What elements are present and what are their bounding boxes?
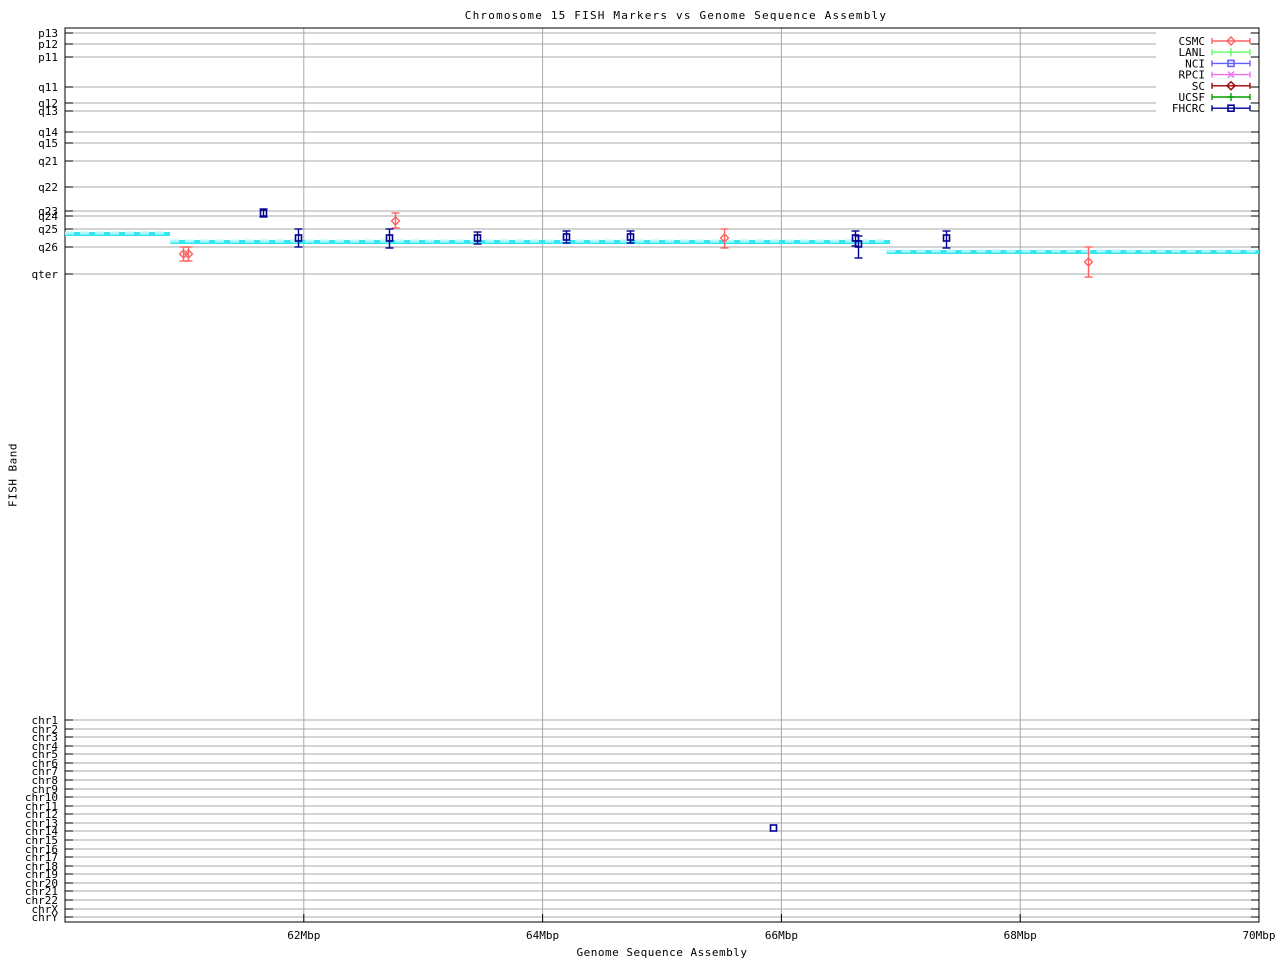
chromosome-label: chr7: [32, 765, 59, 778]
marker-square: [769, 824, 778, 832]
chromosome-label: chr17: [25, 851, 58, 864]
chromosome-label: chr10: [25, 791, 58, 804]
marker-square: [294, 234, 303, 242]
legend-entry-CSMC: [1211, 36, 1251, 46]
legend-label-CSMC: CSMC: [1179, 35, 1206, 48]
marker-diamond: [1226, 36, 1236, 46]
chromosome-label: chr6: [32, 757, 59, 770]
chromosome-label: chr9: [32, 783, 59, 796]
chromosome-label: chr15: [25, 834, 58, 847]
chromosome-label: chr13: [25, 817, 58, 830]
marker-square: [562, 233, 571, 241]
band-label: qter: [32, 268, 59, 281]
marker-square: [1227, 104, 1235, 112]
series-FHCRC: [259, 208, 951, 832]
marker-square: [259, 209, 268, 217]
chromosome-label: chr18: [25, 860, 58, 873]
legend-background: [1156, 30, 1250, 116]
x-tick-label: 64Mbp: [526, 929, 559, 942]
plot-border: [64, 27, 1260, 923]
marker-diamond: [1226, 80, 1236, 91]
chromosome-label: chr1: [32, 714, 59, 727]
legend-entry-UCSF: [1211, 93, 1251, 101]
gridlines: [65, 28, 1259, 922]
marker-square: [626, 233, 635, 241]
legend-label-SC: SC: [1192, 80, 1205, 93]
chart-title: Chromosome 15 FISH Markers vs Genome Seq…: [464, 9, 888, 22]
band-label: q21: [38, 155, 58, 168]
chromosome-label: chr4: [32, 740, 59, 753]
marker-diamond: [183, 249, 194, 259]
x-tick-label: 70Mbp: [1242, 929, 1275, 942]
x-tick-label: 66Mbp: [765, 929, 798, 942]
legend-label-UCSF: UCSF: [1179, 91, 1206, 104]
band-label: p11: [38, 51, 58, 64]
chromosome-label: chr21: [25, 885, 58, 898]
marker-diamond: [1083, 257, 1094, 267]
series-CSMC: [178, 212, 1094, 278]
chromosome-label: chr20: [25, 877, 58, 890]
chromosome-label: chr11: [25, 800, 58, 813]
assembly-track: [65, 231, 1259, 254]
marker-diamond: [719, 233, 730, 243]
chromosome-label: chr12: [25, 808, 58, 821]
chromosome-label: chr16: [25, 843, 58, 856]
axis-ticks: [65, 32, 1260, 922]
legend-entry-SC: [1211, 80, 1251, 91]
chromosome-label: chr5: [32, 748, 59, 761]
band-label: q13: [38, 105, 58, 118]
x-tick-label: 68Mbp: [1004, 929, 1037, 942]
band-label: q24: [38, 210, 58, 223]
marker-diamond: [390, 216, 401, 226]
legend-entry-RPCI: [1211, 71, 1251, 79]
band-label: q22: [38, 181, 58, 194]
chromosome-label: chr14: [25, 825, 58, 838]
band-label: q14: [38, 126, 58, 139]
y-axis-label: FISH Band: [6, 442, 20, 508]
band-label: p12: [38, 38, 58, 51]
chromosome-label: chr2: [32, 723, 59, 736]
legend-entry-LANL: [1211, 48, 1251, 57]
band-label: q23: [38, 205, 58, 218]
chromosome-label: chr19: [25, 868, 58, 881]
band-label: q15: [38, 137, 58, 150]
chromosome-label: chr8: [32, 774, 59, 787]
legend-entry-NCI: [1211, 59, 1251, 68]
band-label: q26: [38, 241, 58, 254]
chromosome-label: chrX: [32, 903, 59, 916]
legend-label-LANL: LANL: [1179, 46, 1206, 59]
band-label: p13: [38, 27, 58, 40]
chromosome-label: chr22: [25, 894, 58, 907]
marker-square: [385, 234, 394, 242]
x-axis-label: Genome Sequence Assembly: [576, 946, 748, 959]
legend-label-FHCRC: FHCRC: [1172, 102, 1205, 115]
legend-label-RPCI: RPCI: [1179, 69, 1206, 82]
chromosome-label: chr3: [32, 731, 59, 744]
marker-square: [1227, 59, 1235, 68]
marker-x: [1227, 71, 1235, 79]
marker-square: [942, 234, 951, 242]
marker-square: [473, 234, 482, 242]
band-label: q11: [38, 81, 58, 94]
chromosome-label: chrY: [32, 911, 59, 924]
legend-label-NCI: NCI: [1185, 57, 1205, 70]
band-label: q25: [38, 223, 58, 236]
band-label: q12: [38, 97, 58, 110]
x-tick-label: 62Mbp: [287, 929, 320, 942]
legend-entry-FHCRC: [1211, 104, 1251, 112]
marker-square: [854, 240, 863, 248]
